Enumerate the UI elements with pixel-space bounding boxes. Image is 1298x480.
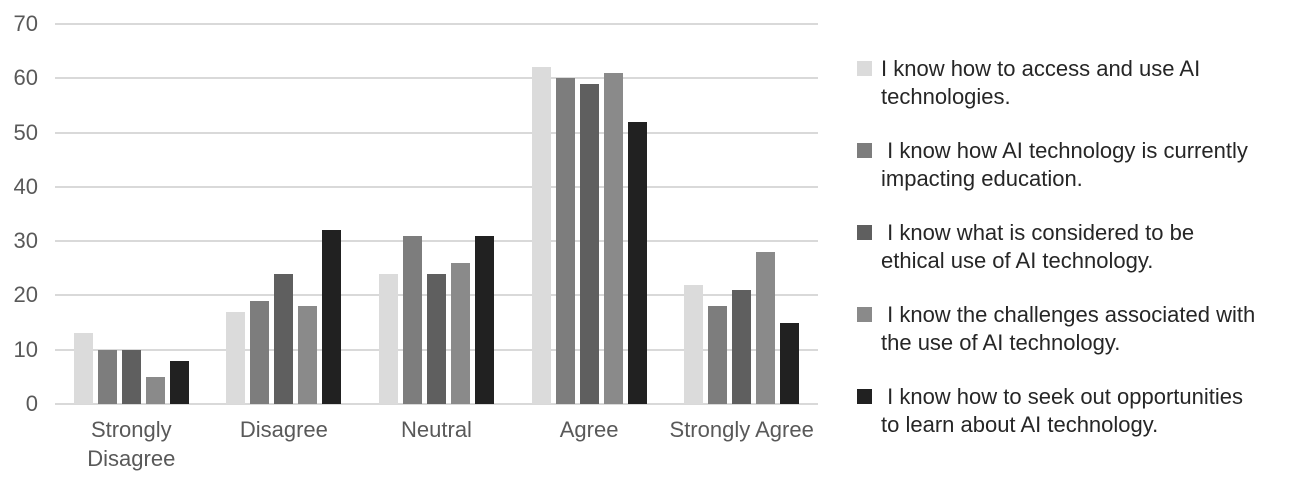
x-axis-category-label: Disagree bbox=[239, 417, 328, 442]
bar bbox=[145, 376, 165, 404]
bar bbox=[274, 273, 294, 404]
legend-item-label: I know how AI technology is currently imp… bbox=[881, 138, 1248, 191]
gridline bbox=[55, 23, 818, 25]
bar-group bbox=[360, 24, 513, 404]
bar bbox=[322, 230, 342, 404]
bar bbox=[226, 311, 246, 404]
y-axis-tick-label: 50 bbox=[13, 119, 38, 145]
bar bbox=[780, 322, 800, 404]
legend-swatch bbox=[857, 143, 872, 158]
bar bbox=[603, 72, 623, 404]
legend-swatch bbox=[857, 225, 872, 240]
bar-group bbox=[55, 24, 208, 404]
bar bbox=[627, 121, 647, 404]
bar bbox=[474, 235, 494, 404]
bar-group bbox=[208, 24, 361, 404]
legend-item: I know how AI technology is currently imp… bbox=[857, 137, 1294, 193]
gridline bbox=[55, 240, 818, 243]
gridline bbox=[55, 185, 818, 188]
gridline bbox=[55, 403, 818, 405]
y-axis: 0 10 20 30 40 50 60 70 bbox=[0, 0, 55, 480]
bar bbox=[169, 360, 189, 404]
legend-item: I know how to access and use AI technolog… bbox=[857, 55, 1294, 111]
legend: I know how to access and use AI technolog… bbox=[857, 55, 1294, 439]
x-axis-category-label: Strongly Disagree bbox=[87, 417, 176, 471]
legend-item: I know what is considered to be ethical u… bbox=[857, 219, 1294, 275]
legend-item-label: I know what is considered to be ethical u… bbox=[881, 220, 1195, 273]
bar bbox=[250, 300, 270, 404]
plot-area bbox=[55, 23, 818, 405]
bar bbox=[298, 306, 318, 404]
bar bbox=[402, 235, 422, 404]
x-axis-category-label: Neutral bbox=[401, 417, 472, 442]
bar bbox=[756, 252, 776, 404]
bar bbox=[450, 262, 470, 404]
bar bbox=[555, 78, 575, 404]
gridline bbox=[55, 77, 818, 80]
bar bbox=[378, 273, 398, 404]
bar-group bbox=[513, 24, 666, 404]
bar bbox=[708, 306, 728, 404]
bar-group bbox=[665, 24, 818, 404]
legend-item: I know the challenges associated with the… bbox=[857, 301, 1294, 357]
legend-item-label: I know the challenges associated with the… bbox=[881, 302, 1256, 355]
legend-item: I know how to seek out opportunities to l… bbox=[857, 383, 1294, 439]
legend-swatch bbox=[857, 61, 872, 76]
bar bbox=[121, 349, 141, 404]
legend-swatch bbox=[857, 307, 872, 322]
y-axis-tick-label: 0 bbox=[25, 391, 38, 416]
y-axis-tick-label: 10 bbox=[13, 336, 38, 362]
gridline bbox=[55, 131, 818, 134]
bar bbox=[579, 83, 599, 404]
legend-item-label: I know how to access and use AI technolog… bbox=[881, 56, 1201, 109]
bar bbox=[732, 290, 752, 404]
bar bbox=[73, 333, 93, 404]
y-axis-tick-label: 40 bbox=[13, 173, 38, 199]
y-axis-tick-label: 70 bbox=[13, 11, 38, 36]
bar bbox=[531, 67, 551, 404]
y-axis-tick-label: 20 bbox=[13, 282, 38, 308]
x-axis-category-label: Agree bbox=[559, 417, 619, 442]
legend-item-label: I know how to seek out opportunities to l… bbox=[881, 384, 1243, 437]
bars-row bbox=[55, 24, 818, 404]
y-axis-tick-label: 30 bbox=[13, 228, 38, 254]
legend-swatch bbox=[857, 389, 872, 404]
bar bbox=[426, 273, 446, 404]
bar bbox=[684, 284, 704, 404]
y-axis-tick-label: 60 bbox=[13, 65, 38, 91]
x-axis-category-label: Strongly Agree bbox=[669, 417, 814, 442]
x-axis: Strongly Disagree Disagree Neutral Agree Stro… bbox=[55, 415, 818, 473]
bar bbox=[97, 349, 117, 404]
